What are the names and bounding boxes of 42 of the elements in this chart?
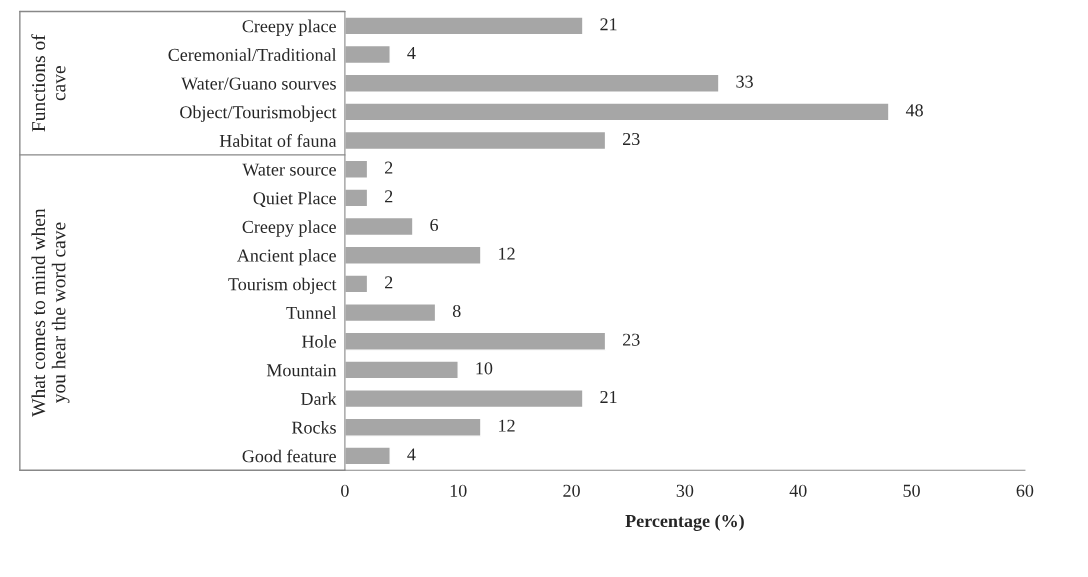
data-label: 6 xyxy=(430,218,439,232)
y-tick-label: Creepy place xyxy=(242,19,336,37)
y-tick-label: Ceremonial/Traditional xyxy=(168,48,337,61)
x-tick-label: 0 xyxy=(341,484,349,497)
y-tick-label: Quiet Place xyxy=(253,191,336,208)
y-tick-label: Hole xyxy=(301,334,336,348)
data-label: 12 xyxy=(499,419,515,432)
x-tick-label: 50 xyxy=(903,484,920,497)
y-tick-label: Ancient place xyxy=(236,248,336,266)
data-label: 48 xyxy=(905,104,923,117)
y-tick-label: Tunnel xyxy=(286,306,337,320)
data-label: 12 xyxy=(499,247,515,260)
x-tick-label: 10 xyxy=(450,484,467,497)
x-tick-label: 20 xyxy=(563,484,580,497)
data-label: 2 xyxy=(385,276,393,289)
x-axis-title: Percentage (%) xyxy=(625,514,744,531)
data-label: 4 xyxy=(407,448,416,461)
y-tick-label: Creepy place xyxy=(242,220,336,237)
y-tick-label: Water source xyxy=(242,163,336,176)
data-label: 2 xyxy=(385,161,393,174)
data-label: 33 xyxy=(736,75,753,88)
y-tick-label: Water/Guano sourves xyxy=(181,77,336,90)
text: What comes to mind when you hear the word cave xyxy=(31,208,70,417)
y-tick-label: Dark xyxy=(300,392,337,406)
y-tick-label: Tourism object xyxy=(228,277,337,295)
data-label: 23 xyxy=(623,333,640,346)
x-tick-label: 30 xyxy=(676,484,694,497)
y-tick-label: Habitat of fauna xyxy=(219,134,337,147)
y-tick-label: Good feature xyxy=(242,449,336,463)
data-label: 21 xyxy=(600,18,617,31)
data-label: 10 xyxy=(476,362,493,375)
data-label: 23 xyxy=(623,132,640,146)
y-tick-label: Object/Tourismobject xyxy=(180,105,337,122)
y-tick-label: Mountain xyxy=(266,364,337,377)
data-label: 2 xyxy=(385,190,393,203)
data-label: 21 xyxy=(600,390,617,403)
x-tick-label: 60 xyxy=(1016,484,1034,497)
y-tick-label: Rocks xyxy=(291,420,336,434)
data-label: 8 xyxy=(452,304,461,318)
data-label: 4 xyxy=(407,47,416,59)
text: Functions of cave xyxy=(31,34,66,132)
x-tick-label: 40 xyxy=(789,484,807,497)
